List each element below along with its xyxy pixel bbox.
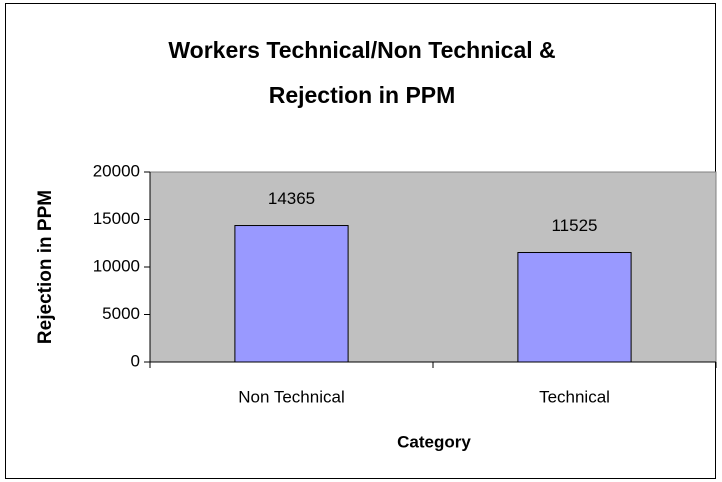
y-axis-title: Rejection in PPM [35, 190, 56, 344]
y-tick-label: 20000 [93, 161, 140, 180]
chart-title: Workers Technical/Non Technical & Reject… [168, 37, 556, 108]
x-tick-label: Technical [539, 387, 610, 406]
x-tick-label: Non Technical [238, 387, 344, 406]
bar [234, 225, 349, 363]
data-label: 14365 [268, 189, 315, 208]
y-tick-label: 15000 [93, 209, 140, 228]
data-label: 11525 [551, 216, 597, 235]
y-tick-label: 5000 [102, 304, 140, 323]
x-axis-title: Category [397, 432, 471, 451]
bar [517, 252, 632, 363]
y-tick-label: 10000 [93, 256, 140, 275]
y-tick-label: 0 [131, 351, 140, 370]
